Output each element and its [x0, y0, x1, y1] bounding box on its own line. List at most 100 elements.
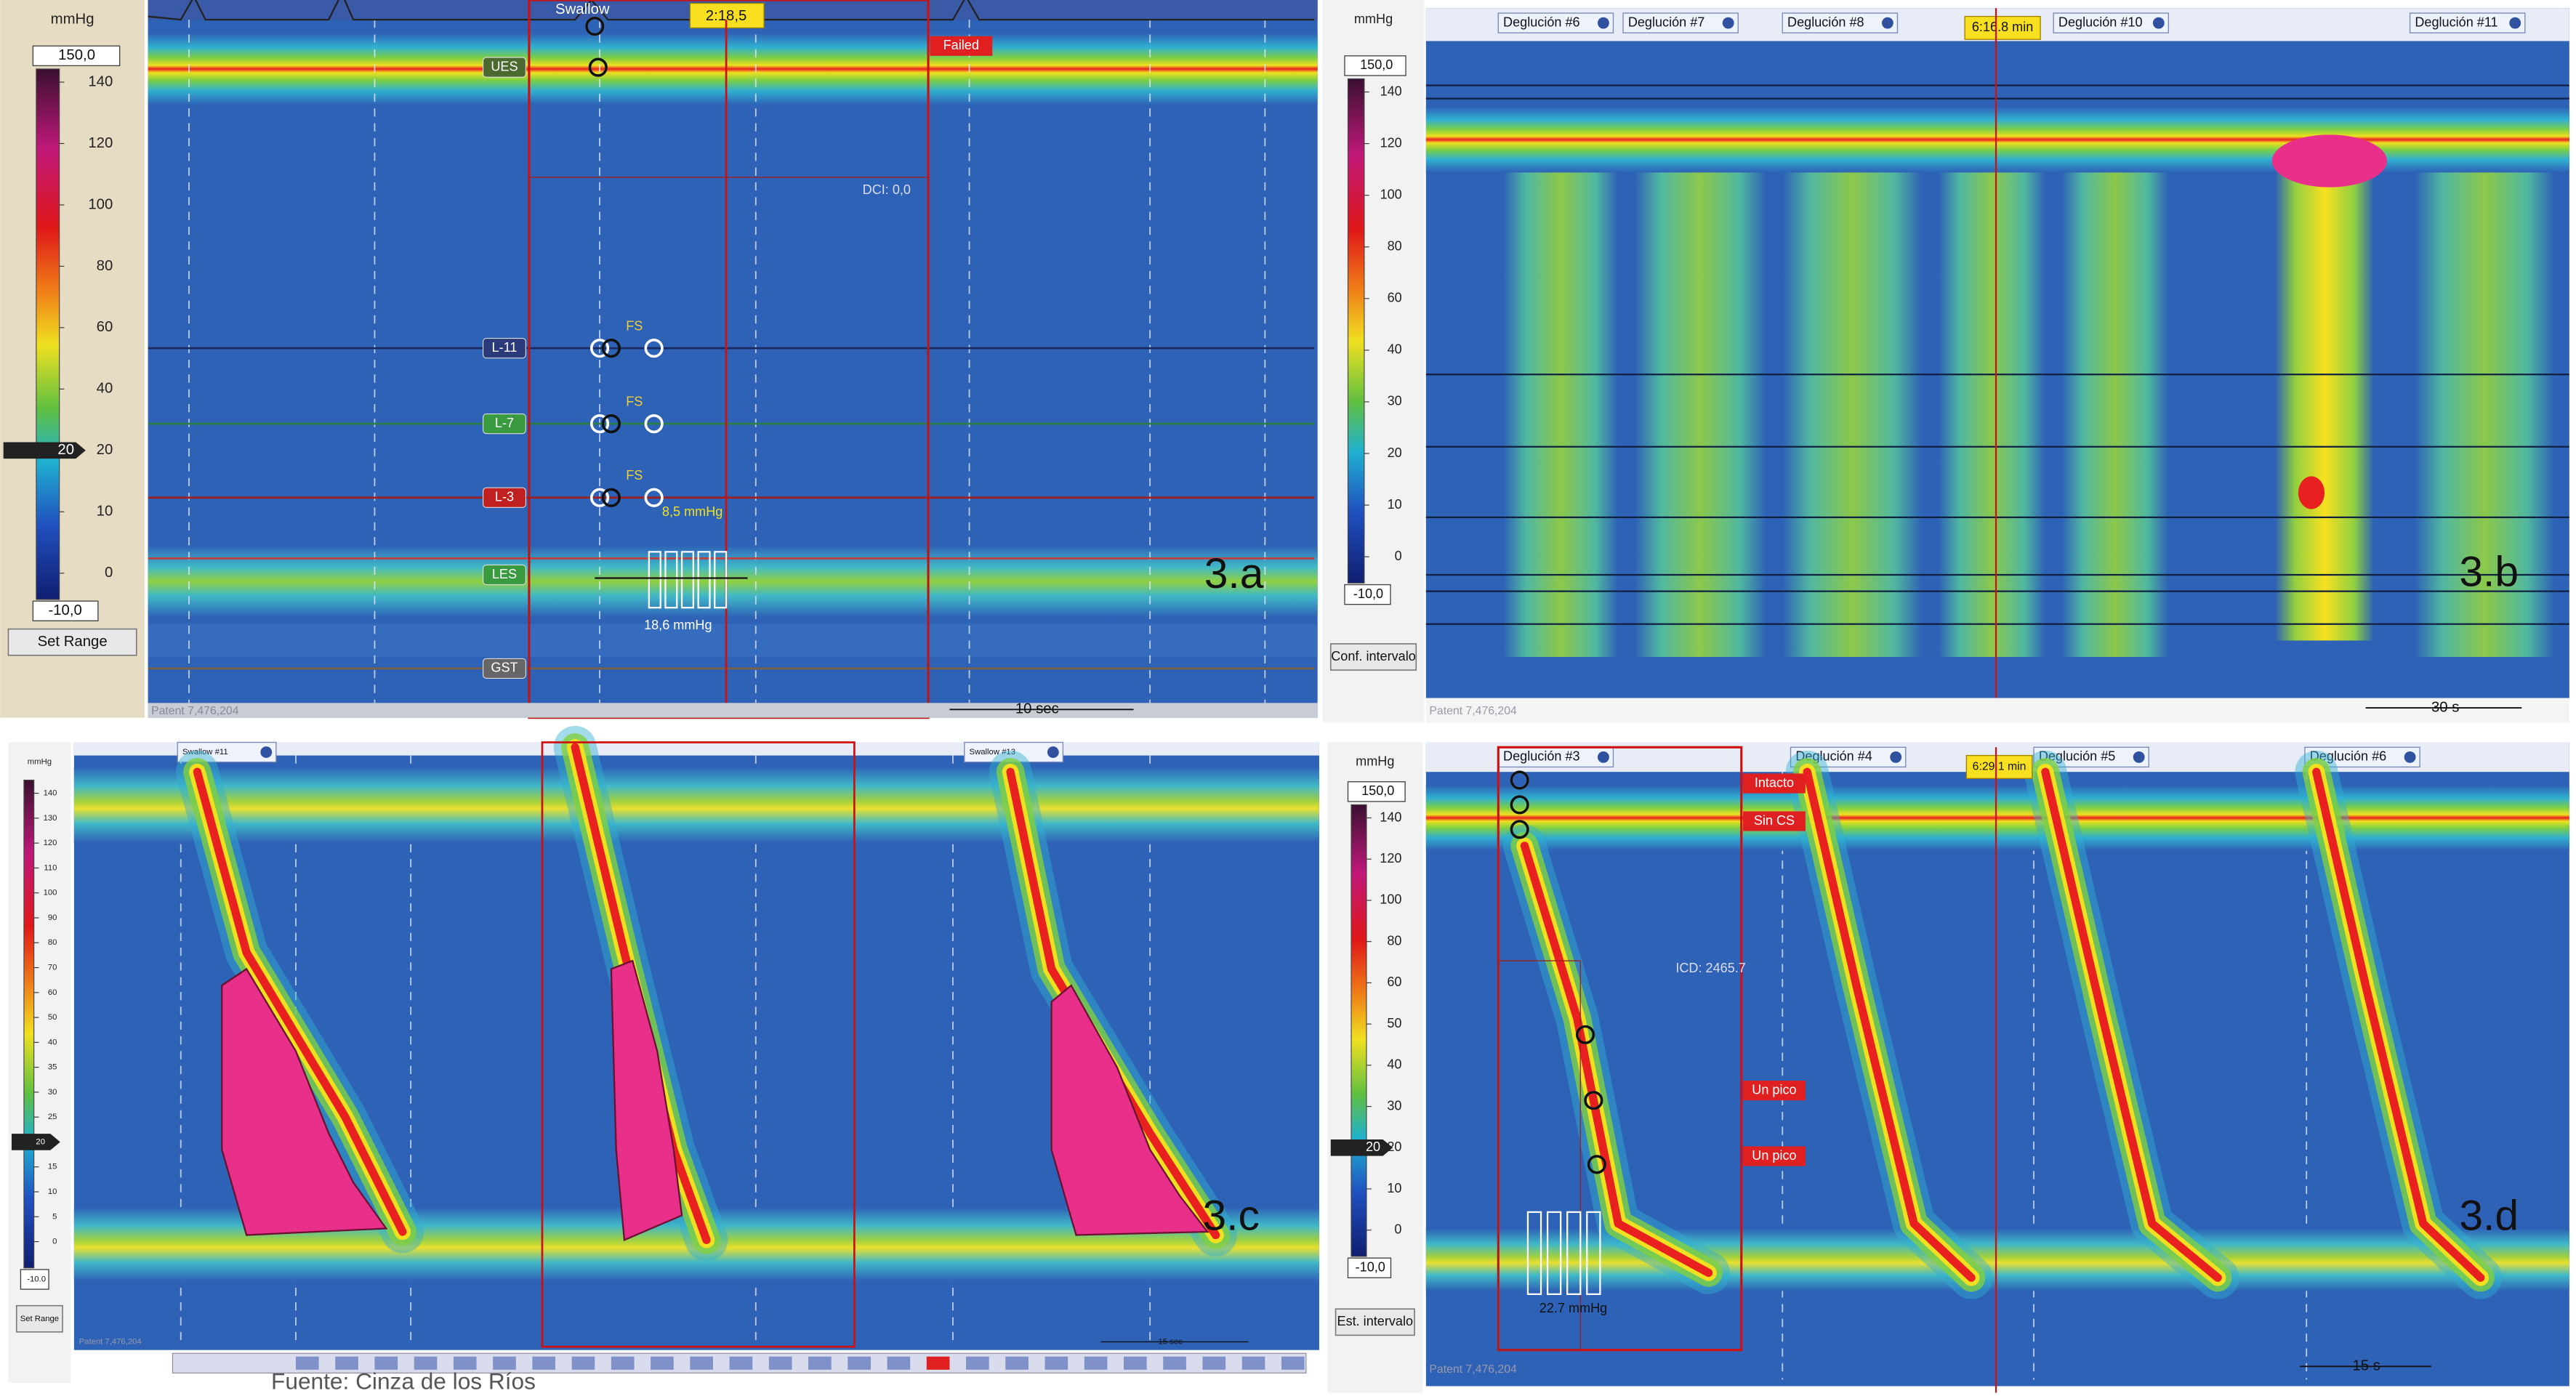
scale-min-box	[20, 1269, 49, 1290]
panel-label: 3.b	[2459, 549, 2519, 596]
swallow-label: Deglución #3	[1503, 749, 1580, 764]
irp-box	[664, 551, 678, 609]
fs-label: FS	[626, 394, 643, 408]
scale-tick-label: 15	[48, 1163, 57, 1171]
sensor-label: L-3	[495, 490, 514, 504]
range-button[interactable]	[1335, 1308, 1415, 1336]
scale-tick-label: 90	[48, 913, 57, 922]
color-bar	[1347, 78, 1365, 584]
pressure-wave	[193, 767, 407, 1236]
scale-tick-label: 60	[1387, 975, 1401, 989]
timeline-cell	[1124, 1356, 1147, 1370]
swallow-label: Swallow #13	[970, 748, 1015, 756]
marker-point	[644, 339, 664, 358]
pressure-blob	[1050, 984, 1209, 1236]
time-scale-label: 15 s	[2352, 1358, 2380, 1374]
marker-point	[1575, 1025, 1595, 1044]
swallow-label: Deglución #7	[1628, 15, 1705, 29]
scale-tick-label: 20	[1388, 445, 1402, 460]
scale-max: 150,0	[1360, 57, 1393, 72]
scale-tick-label: 40	[1387, 1057, 1401, 1072]
timeline-cell	[1202, 1356, 1226, 1370]
pressure-trace	[148, 0, 1315, 21]
swallow-label: Deglución #4	[1795, 749, 1872, 764]
timeline-cell	[690, 1356, 713, 1370]
pressure-blob	[610, 959, 683, 1241]
range-button-label[interactable]: Set Range	[20, 1315, 59, 1323]
timeline-cell	[848, 1356, 871, 1370]
range-marker	[11, 1134, 60, 1150]
range-button-label[interactable]: Conf. intervalo	[1331, 649, 1416, 663]
scale-tick-label: 80	[48, 938, 57, 947]
timeline-cell	[966, 1356, 989, 1370]
swallow-tab	[2053, 12, 2170, 33]
scale-tick-label: 20	[97, 442, 113, 458]
sensor-label: L-11	[492, 340, 518, 355]
pressure-column	[1938, 164, 2045, 657]
scale-tick-label: 0	[105, 565, 113, 581]
scale-tick-label: 30	[1387, 1098, 1401, 1113]
status-label: Un pico	[1752, 1082, 1796, 1097]
time-scale-label: 30 s	[2431, 699, 2459, 715]
status-label: Failed	[943, 38, 979, 52]
scale-unit: mmHg	[28, 758, 52, 767]
sensor-tag	[483, 413, 526, 435]
pressure-column	[1782, 164, 1923, 657]
scale-max-box	[32, 45, 121, 67]
scale-tick-label: 0	[1395, 549, 1402, 563]
irp-box	[714, 551, 728, 609]
les-band	[148, 545, 1318, 618]
range-button[interactable]	[15, 1304, 63, 1333]
scale-tick-label: 80	[1387, 933, 1401, 948]
dci-label: DCI: 0,0	[863, 182, 911, 197]
range-button[interactable]	[7, 628, 137, 656]
scale-tick-label: 0	[1394, 1222, 1401, 1237]
sensor-label: L-7	[495, 416, 514, 430]
scale-tick-label: 140	[1380, 810, 1401, 824]
range-marker	[3, 442, 86, 459]
scale-tick-label: 10	[97, 504, 113, 520]
scale-min: -10.0	[27, 1275, 46, 1284]
swallow-label: Deglución #11	[2415, 15, 2497, 29]
timeline-cell	[335, 1356, 358, 1370]
scale-tick-label: 80	[1388, 239, 1402, 254]
scale-tick-label: 60	[48, 988, 57, 997]
marker-point	[589, 413, 610, 434]
sensor-label: LES	[492, 567, 517, 581]
pressure-label: 18,6 mmHg	[644, 618, 712, 632]
patent-label: Patent 7,476,204	[79, 1337, 142, 1346]
irp-box	[680, 551, 695, 609]
time-scale-label: 10 sec	[1015, 701, 1059, 717]
les-band	[1425, 1228, 2569, 1291]
swallow-tab	[2409, 12, 2526, 33]
scale-tick-label: 35	[48, 1063, 57, 1072]
ues-band	[1425, 785, 2569, 851]
range-button-label[interactable]: Est. intervalo	[1337, 1314, 1414, 1328]
scale-unit: mmHg	[1354, 12, 1393, 26]
timeline-cell	[1281, 1356, 1305, 1370]
irp-box	[697, 551, 711, 609]
scale-tick-label: 100	[44, 889, 57, 897]
timeline-cell	[453, 1356, 477, 1370]
range-button-label[interactable]: Set Range	[38, 634, 108, 650]
timeline-cell	[571, 1356, 595, 1370]
sensor-tag	[483, 564, 526, 586]
scale-tick-label: 0	[52, 1238, 57, 1246]
swallow-icon	[1890, 751, 1902, 763]
marker-point	[601, 488, 621, 507]
scale-min: -10,0	[48, 602, 81, 618]
scale-tick-label: 30	[1388, 394, 1402, 408]
status-label: Un pico	[1752, 1148, 1796, 1163]
scale-max-box	[1344, 55, 1406, 76]
sensor-tag	[483, 57, 526, 78]
scale-tick-label: 10	[48, 1187, 57, 1196]
range-button[interactable]	[1329, 643, 1417, 671]
color-bar	[23, 779, 35, 1269]
pressure-wave	[2312, 767, 2485, 1282]
status-tag	[1743, 811, 1806, 831]
marker-point	[585, 17, 605, 36]
scale-tick-label: 30	[48, 1088, 57, 1097]
marker-point	[1510, 820, 1529, 839]
pressure-peak	[2271, 134, 2387, 187]
ues-band	[148, 33, 1318, 105]
